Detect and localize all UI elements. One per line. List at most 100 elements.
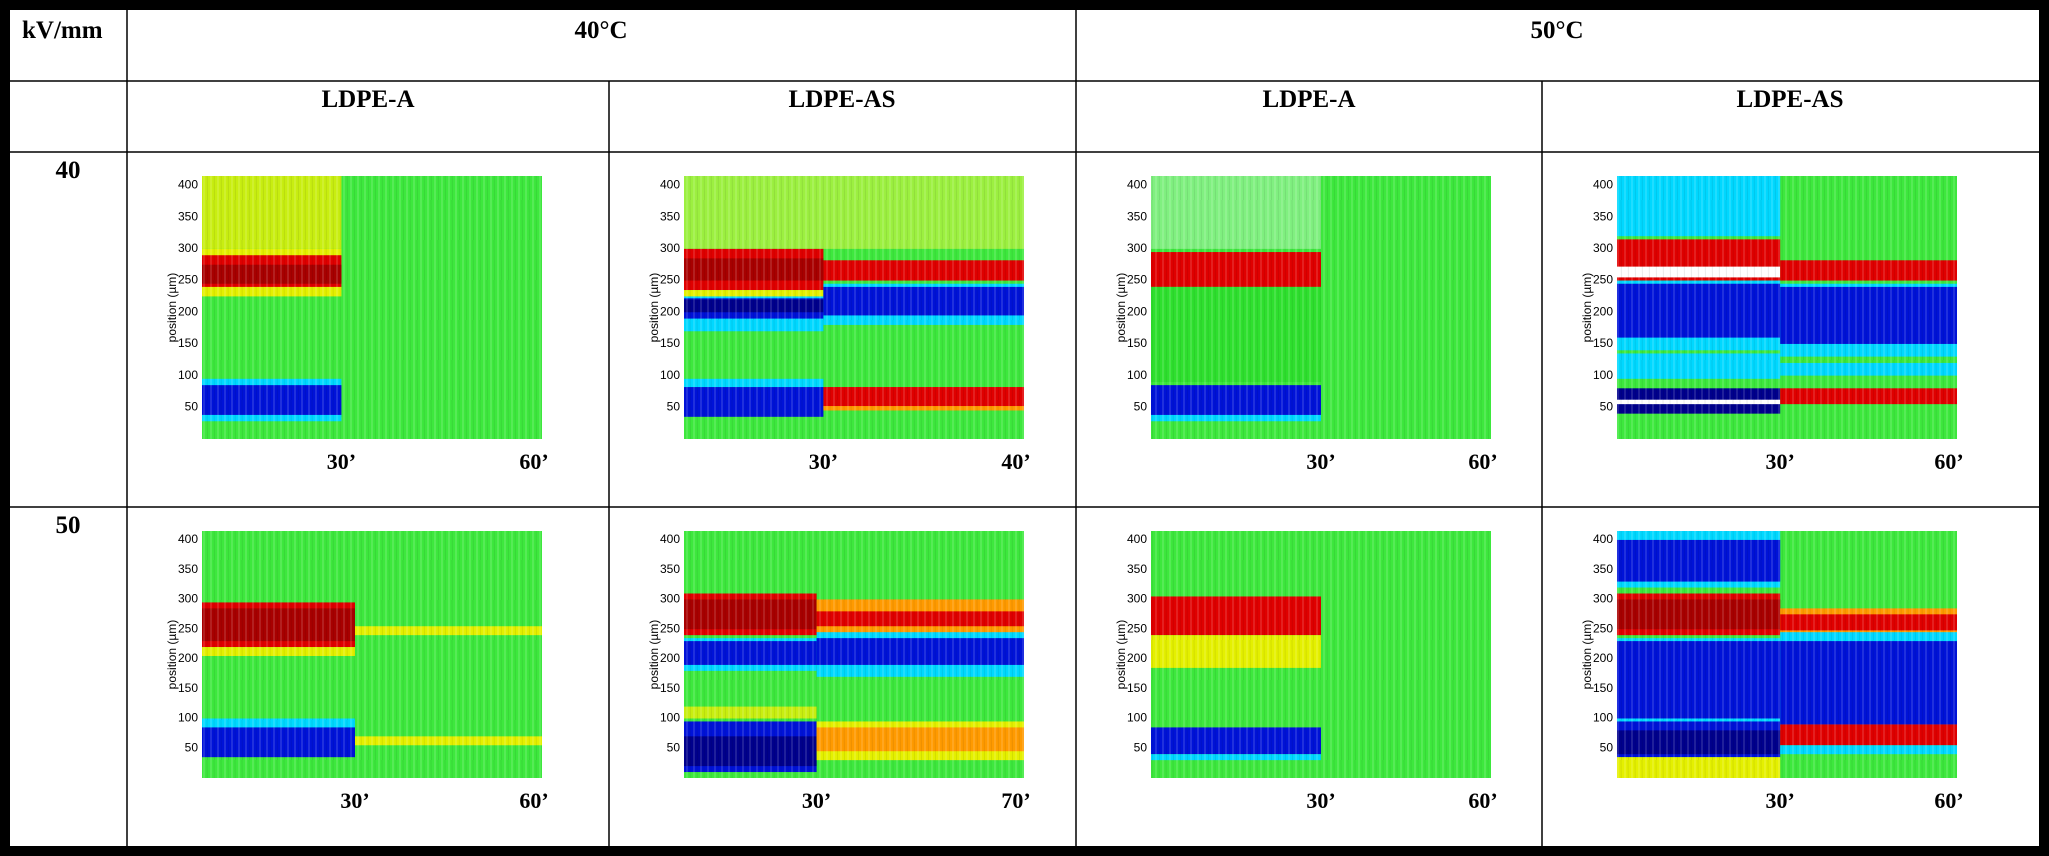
time-label: 30’ — [809, 449, 838, 474]
y-axis-label: position (µm) — [165, 273, 179, 343]
y-tick-label: 300 — [178, 241, 198, 255]
y-tick-label: 150 — [1127, 681, 1147, 695]
corner-header: kV/mm — [22, 17, 103, 44]
material-header: LDPE-A — [1262, 86, 1355, 113]
y-tick-label: 200 — [660, 304, 680, 318]
time-label: 60’ — [1468, 788, 1497, 813]
y-tick-label: 200 — [1593, 651, 1613, 665]
y-tick-label: 400 — [1127, 532, 1147, 546]
y-tick-label: 50 — [1600, 740, 1614, 754]
heatmap-panel: 50 100 150 200 250 300 350 400 position (µm) 30’ 6… — [1580, 176, 1964, 474]
y-axis-label: position (µm) — [1580, 273, 1594, 343]
y-tick-label: 200 — [1593, 304, 1613, 318]
y-tick-label: 100 — [660, 711, 680, 725]
y-tick-label: 150 — [178, 336, 198, 350]
y-tick-label: 400 — [660, 178, 680, 192]
time-label: 30’ — [1766, 449, 1795, 474]
y-tick-label: 250 — [1593, 621, 1613, 635]
y-tick-label: 200 — [178, 651, 198, 665]
y-tick-label: 300 — [178, 592, 198, 606]
time-label: 60’ — [1468, 449, 1497, 474]
heatmap-texture — [1151, 176, 1491, 439]
y-tick-label: 300 — [1127, 592, 1147, 606]
heatmap-panel: 50 100 150 200 250 300 350 400 position (µm) 30’ 6… — [1114, 531, 1498, 813]
heatmap-panel: 50 100 150 200 250 300 350 400 position (µm) 30’ 7… — [647, 531, 1031, 813]
material-header: LDPE-A — [321, 86, 414, 113]
y-tick-label: 400 — [1593, 178, 1613, 192]
heatmap-texture — [1617, 176, 1957, 439]
y-tick-label: 250 — [1593, 273, 1613, 287]
y-tick-label: 100 — [660, 368, 680, 382]
temperature-header: 50°C — [1530, 17, 1583, 44]
temperature-header: 40°C — [574, 17, 627, 44]
heatmap-texture — [1617, 531, 1957, 778]
y-tick-label: 100 — [178, 368, 198, 382]
time-label: 60’ — [519, 788, 548, 813]
y-tick-label: 100 — [1127, 711, 1147, 725]
heatmap-panel: 50 100 150 200 250 300 350 400 position (µm) 30’ 4… — [647, 176, 1031, 474]
y-tick-label: 400 — [1127, 178, 1147, 192]
time-label: 30’ — [802, 788, 831, 813]
y-tick-label: 150 — [660, 336, 680, 350]
heatmap-panel: 50 100 150 200 250 300 350 400 position (µm) 30’ 6… — [165, 176, 549, 474]
y-tick-label: 200 — [1127, 304, 1147, 318]
y-axis-label: position (µm) — [1114, 620, 1128, 690]
y-tick-label: 350 — [178, 562, 198, 576]
y-axis-label: position (µm) — [647, 620, 661, 690]
y-tick-label: 250 — [1127, 621, 1147, 635]
y-tick-label: 150 — [1593, 681, 1613, 695]
y-tick-label: 300 — [1127, 241, 1147, 255]
y-tick-label: 250 — [660, 621, 680, 635]
y-tick-label: 300 — [660, 241, 680, 255]
heatmap-texture — [684, 176, 1024, 439]
time-label: 60’ — [1934, 449, 1963, 474]
y-tick-label: 150 — [178, 681, 198, 695]
y-tick-label: 300 — [1593, 592, 1613, 606]
time-label: 30’ — [340, 788, 369, 813]
y-tick-label: 300 — [1593, 241, 1613, 255]
heatmap-texture — [1151, 531, 1491, 778]
y-tick-label: 150 — [1593, 336, 1613, 350]
y-tick-label: 350 — [178, 209, 198, 223]
material-header: LDPE-AS — [789, 86, 896, 113]
y-tick-label: 50 — [667, 740, 681, 754]
field-label: 40 — [56, 157, 81, 184]
y-tick-label: 350 — [1593, 209, 1613, 223]
time-label: 30’ — [1766, 788, 1795, 813]
time-label: 40’ — [1001, 449, 1030, 474]
y-axis-label: position (µm) — [1114, 273, 1128, 343]
y-tick-label: 50 — [1134, 399, 1148, 413]
y-tick-label: 150 — [1127, 336, 1147, 350]
time-label: 60’ — [1934, 788, 1963, 813]
y-tick-label: 400 — [178, 178, 198, 192]
y-tick-label: 400 — [1593, 532, 1613, 546]
y-axis-label: position (µm) — [165, 620, 179, 690]
y-tick-label: 150 — [660, 681, 680, 695]
material-header: LDPE-AS — [1737, 86, 1844, 113]
y-axis-label: position (µm) — [1580, 620, 1594, 690]
heatmap-panel: 50 100 150 200 250 300 350 400 position (µm) 30’ 6… — [1114, 176, 1498, 474]
y-tick-label: 400 — [178, 532, 198, 546]
y-tick-label: 250 — [1127, 273, 1147, 287]
y-tick-label: 50 — [1134, 740, 1148, 754]
heatmap-texture — [684, 531, 1024, 778]
time-label: 70’ — [1001, 788, 1030, 813]
y-tick-label: 100 — [1593, 711, 1613, 725]
y-tick-label: 200 — [178, 304, 198, 318]
heatmap-texture — [202, 531, 542, 778]
y-tick-label: 250 — [660, 273, 680, 287]
y-tick-label: 50 — [1600, 399, 1614, 413]
y-tick-label: 100 — [1593, 368, 1613, 382]
y-tick-label: 250 — [178, 621, 198, 635]
y-tick-label: 100 — [1127, 368, 1147, 382]
y-tick-label: 100 — [178, 711, 198, 725]
y-tick-label: 50 — [667, 399, 681, 413]
y-tick-label: 300 — [660, 592, 680, 606]
y-tick-label: 350 — [1127, 209, 1147, 223]
y-tick-label: 350 — [1127, 562, 1147, 576]
y-tick-label: 50 — [185, 740, 199, 754]
time-label: 30’ — [1306, 788, 1335, 813]
heatmap-texture — [202, 176, 542, 439]
field-label: 50 — [56, 512, 81, 539]
